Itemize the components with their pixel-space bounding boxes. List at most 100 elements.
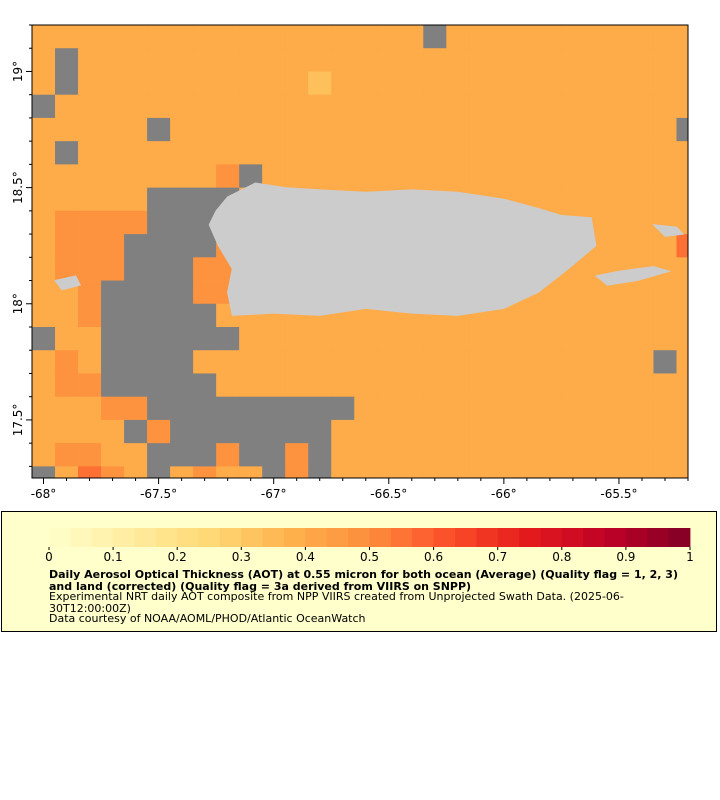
aot-cell [700,211,720,235]
aot-cell [239,141,263,165]
aot-cell [377,327,401,351]
aot-cell [32,210,56,235]
no-data-cell [147,280,171,305]
aot-cell [216,141,240,165]
no-data-cell [308,490,331,510]
aot-cell [262,71,286,96]
aot-cell [492,443,516,467]
aot-cell [423,490,446,510]
aot-cell [630,164,654,189]
aot-cell [700,443,720,467]
aot-cell [676,94,688,119]
x-tick-label: -67° [261,487,287,501]
aot-cell [492,373,516,398]
aot-cell [584,280,608,305]
aot-cell [653,466,677,478]
aot-cell [630,141,654,165]
no-data-cell [170,350,194,374]
aot-cell [354,327,378,351]
no-data-cell [170,373,194,398]
aot-cell [630,396,654,421]
colorbar-swatch [583,528,605,547]
aot-cell [78,419,102,444]
colorbar-swatch [177,528,199,547]
aot-cell [354,164,378,189]
colorbar-swatch [390,528,413,547]
aot-cell [354,443,378,467]
aot-cell [492,396,516,421]
aot-cell [308,94,332,119]
land-mona [54,275,82,291]
no-data-cell [193,373,217,398]
aot-cell [193,25,217,49]
no-data-cell [124,419,148,444]
aot-cell [216,443,240,467]
aot-cell [400,48,424,72]
aot-cell [492,327,516,351]
aot-cell [124,94,148,119]
aot-cell [446,373,470,398]
aot-cell [653,117,677,142]
no-data-cell [147,350,171,374]
aot-cell [101,25,125,49]
no-data-cell [193,327,217,351]
aot-cell [193,257,217,281]
aot-cell [170,141,194,165]
colorbar-swatch [668,528,691,547]
aot-cell [538,25,562,49]
aot-cell [400,443,424,467]
colorbar-swatch [433,528,456,547]
aot-cell [285,164,309,189]
aot-cell [262,117,286,142]
colorbar-tick-label: 0.5 [360,550,379,564]
aot-cell [32,141,56,165]
aot-cell [538,327,562,351]
aot-cell [308,164,332,189]
aot-cell [446,25,470,49]
aot-cell [676,327,688,351]
aot-cell [653,327,677,351]
no-data-cell [285,419,309,444]
aot-cell [676,25,688,49]
aot-cell [101,396,125,421]
aot-cell [607,187,631,212]
aot-cell [515,490,538,510]
aot-cell [515,48,539,72]
aot-cell [446,443,470,467]
no-data-cell [170,187,194,212]
aot-cell [630,280,654,305]
colorbar-tick-label: 0.4 [296,550,315,564]
aot-cell [193,466,217,478]
aot-cell [216,94,240,119]
aot-cell [331,164,355,189]
land-vieques [594,266,672,286]
aot-cell [331,94,355,119]
aot-cell [101,443,125,467]
aot-cell [377,164,401,189]
aot-cell [32,373,56,398]
aot-cell [239,327,263,351]
aot-cell [607,94,631,119]
no-data-cell [101,327,125,351]
no-data-cell [262,466,286,478]
aot-cell [331,350,355,374]
aot-cell [32,48,56,72]
no-data-cell [124,373,148,398]
aot-cell [170,117,194,142]
aot-cell [584,396,608,421]
no-data-cell [285,396,309,421]
aot-cell [101,187,125,212]
aot-cell [584,419,608,444]
aot-cell [423,94,447,119]
aot-cell [55,373,79,398]
aot-cell [676,234,688,258]
aot-cell [469,117,493,142]
aot-cell [55,94,79,119]
aot-cell [55,164,79,189]
no-data-cell [308,396,332,421]
aot-cell [101,48,125,72]
colorbar-swatch [49,528,71,547]
no-data-cell [216,327,240,351]
aot-cell [216,48,240,72]
aot-cell [308,25,332,49]
